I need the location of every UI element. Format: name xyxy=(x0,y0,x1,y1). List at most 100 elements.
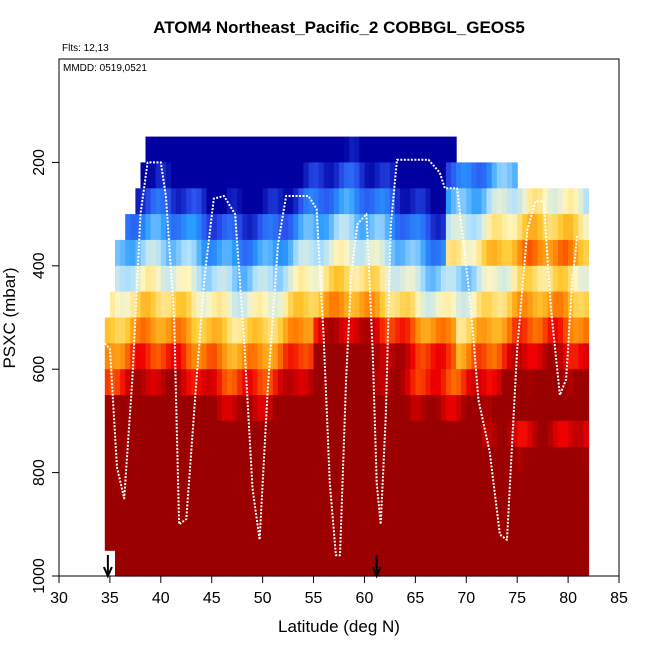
heatmap-cell xyxy=(440,446,447,474)
heatmap-cell xyxy=(237,214,243,241)
heatmap-cell xyxy=(298,472,304,499)
heatmap-cell xyxy=(293,550,299,577)
heatmap-cell xyxy=(201,524,208,551)
heatmap-cell xyxy=(364,343,371,370)
heatmap-cell xyxy=(578,369,584,396)
heatmap-cell xyxy=(150,343,157,370)
heatmap-cell xyxy=(573,291,579,319)
heatmap-cell xyxy=(425,188,432,215)
heatmap-cell xyxy=(486,472,493,499)
heatmap-cell xyxy=(150,317,157,344)
heatmap-cell xyxy=(445,524,452,551)
heatmap-cell xyxy=(532,446,539,474)
heatmap-cell xyxy=(120,524,126,551)
heatmap-cell xyxy=(160,317,167,344)
heatmap-cell xyxy=(359,524,366,551)
heatmap-cell xyxy=(227,136,233,163)
heatmap-cell xyxy=(547,214,554,241)
heatmap-cell xyxy=(165,239,172,267)
heatmap-cell xyxy=(415,136,422,163)
heatmap-cell xyxy=(425,265,432,293)
heatmap-cell xyxy=(277,291,284,319)
heatmap-cell xyxy=(354,498,360,525)
heatmap-cell xyxy=(288,317,294,344)
heatmap-cell xyxy=(440,498,447,525)
heatmap-cell xyxy=(150,498,157,525)
heatmap-cell xyxy=(221,265,228,293)
heatmap-cell xyxy=(517,420,523,448)
heatmap-cell xyxy=(216,524,223,551)
heatmap-cell xyxy=(303,214,310,241)
heatmap-cell xyxy=(405,162,411,189)
heatmap-cell xyxy=(486,524,493,551)
heatmap-cell xyxy=(277,188,284,215)
heatmap-cell xyxy=(552,291,559,319)
heatmap-cell xyxy=(313,446,320,474)
heatmap-cell xyxy=(115,369,121,396)
heatmap-cell xyxy=(547,446,554,474)
heatmap-cell xyxy=(522,472,528,499)
heatmap-cell xyxy=(247,343,254,370)
heatmap-cell xyxy=(237,550,243,577)
heatmap-cell xyxy=(486,498,493,525)
heatmap-cell xyxy=(242,265,248,293)
heatmap-cell xyxy=(201,472,208,499)
heatmap-cell xyxy=(451,291,457,319)
heatmap-cell xyxy=(283,395,289,422)
heatmap-cell xyxy=(135,291,142,319)
heatmap-cell xyxy=(364,265,371,293)
heatmap-cell xyxy=(283,472,289,499)
heatmap-cell xyxy=(171,188,177,215)
heatmap-cell xyxy=(451,420,457,448)
heatmap-cell xyxy=(435,291,442,319)
heatmap-cell xyxy=(323,343,330,370)
heatmap-cell xyxy=(445,446,452,474)
heatmap-cell xyxy=(563,317,569,344)
heatmap-cell xyxy=(262,472,269,499)
heatmap-cell xyxy=(181,472,187,499)
heatmap-cell xyxy=(517,214,523,241)
heatmap-cell xyxy=(405,265,411,293)
heatmap-cell xyxy=(181,550,187,577)
heatmap-cell xyxy=(410,136,416,163)
heatmap-cell xyxy=(517,188,523,215)
heatmap-cell xyxy=(583,395,590,422)
heatmap-cell xyxy=(583,472,590,499)
heatmap-cell xyxy=(277,343,284,370)
heatmap-cell xyxy=(171,550,177,577)
heatmap-cell xyxy=(227,317,233,344)
heatmap-cell xyxy=(435,188,442,215)
heatmap-cell xyxy=(313,498,320,525)
heatmap-cell xyxy=(476,291,483,319)
heatmap-cell xyxy=(313,162,320,189)
heatmap-cell xyxy=(461,239,467,267)
heatmap-cell xyxy=(104,395,111,422)
heatmap-cell xyxy=(532,369,539,396)
heatmap-cell xyxy=(104,317,111,344)
heatmap-cell xyxy=(232,162,238,189)
heatmap-cell xyxy=(125,472,131,499)
heatmap-cell xyxy=(481,550,488,577)
heatmap-cell xyxy=(400,369,406,396)
heatmap-cell xyxy=(160,265,167,293)
heatmap-cell xyxy=(191,136,198,163)
heatmap-cell xyxy=(507,446,513,474)
x-tick-label: 65 xyxy=(406,590,424,607)
heatmap-cell xyxy=(115,317,121,344)
heatmap-cell xyxy=(481,214,488,241)
heatmap-cell xyxy=(165,265,172,293)
heatmap-cell xyxy=(303,188,310,215)
heatmap-cell xyxy=(155,214,162,241)
heatmap-cell xyxy=(410,317,416,344)
heatmap-cell xyxy=(267,498,274,525)
heatmap-cell xyxy=(344,162,350,189)
x-tick-label: 70 xyxy=(457,590,475,607)
heatmap-cell xyxy=(563,265,569,293)
heatmap-cell xyxy=(344,524,350,551)
heatmap-cell xyxy=(552,472,559,499)
heatmap-cell xyxy=(277,369,284,396)
heatmap-cell xyxy=(496,472,503,499)
heatmap-cell xyxy=(130,498,136,525)
heatmap-cell xyxy=(277,498,284,525)
heatmap-cell xyxy=(440,343,447,370)
